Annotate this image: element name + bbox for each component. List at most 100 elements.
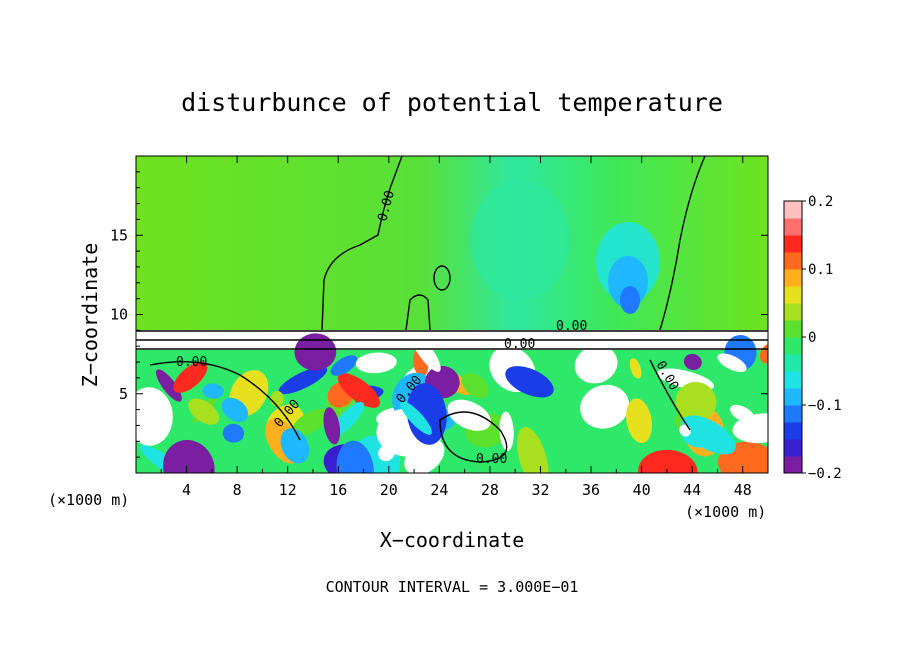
contour-label: 0.00: [556, 319, 587, 334]
colorbar-swatch: [784, 456, 802, 474]
field-patch: [717, 353, 747, 372]
x-tick-label: 40: [633, 481, 651, 499]
y-tick-label: 15: [110, 226, 128, 244]
x-tick-label: 12: [279, 481, 297, 499]
field-patch: [330, 355, 358, 376]
colorbar-swatch: [784, 439, 802, 457]
x-tick-label: 32: [531, 481, 549, 499]
field-patch: [638, 449, 698, 473]
field-patch: [400, 401, 432, 435]
field-patch: [574, 345, 618, 384]
colorbar-tick-label: −0.1: [808, 398, 842, 414]
negative-anomaly-blob: [470, 180, 660, 314]
field-patch: [626, 398, 653, 444]
contour-label: 0.00: [504, 337, 535, 352]
field-patch: [136, 387, 173, 446]
y-tick-label: 10: [110, 306, 128, 324]
field-patch: [461, 372, 489, 399]
colorbar-swatch: [784, 303, 802, 321]
colorbar-swatch: [784, 371, 802, 389]
field-patch: [410, 333, 441, 372]
field-patch: [332, 401, 365, 436]
contour-lower-c: [649, 359, 691, 431]
colorbar-swatch: [784, 388, 802, 406]
field-patch: [155, 369, 182, 402]
field-patch: [278, 366, 328, 395]
plot-area: [136, 156, 768, 473]
zero-contour-right: [659, 156, 706, 331]
colorbar-swatch: [784, 405, 802, 423]
colorbar-swatch: [784, 252, 802, 270]
field-patch: [292, 408, 330, 436]
x-unit-label-left: (×1000 m): [48, 491, 129, 509]
lower-turbulence-field: [136, 333, 768, 473]
colorbar-swatch: [784, 218, 802, 236]
closed-contour-24: [433, 265, 451, 291]
contours: [136, 156, 768, 463]
field-patch: [336, 440, 374, 473]
field-patch: [681, 415, 736, 455]
field-patch: [729, 404, 755, 423]
y-tick-label: 5: [119, 385, 128, 403]
field-patch: [499, 411, 514, 452]
x-tick-label: 8: [233, 481, 242, 499]
field-patch: [280, 428, 310, 464]
chart-title: disturbunce of potential temperature: [181, 88, 723, 117]
colorbar-swatch: [784, 337, 802, 355]
x-tick-label: 28: [481, 481, 499, 499]
y-axis: 5 10 15: [110, 171, 768, 458]
field-patch: [406, 383, 447, 445]
x-tick-label: 36: [582, 481, 600, 499]
zero-contour-upper: [321, 156, 403, 331]
x-tick-label: 20: [380, 481, 398, 499]
field-patch: [447, 399, 491, 431]
colorbar-swatch: [784, 235, 802, 253]
x-axis: 4 8 12 16 20 24 28 32 36 40 44 48: [160, 156, 752, 499]
colorbar-tick-label: 0: [808, 330, 816, 346]
field-patch: [378, 444, 395, 462]
field-patch: [173, 361, 208, 393]
y-axis-label: Z−coordinate: [78, 243, 102, 388]
field-patch: [294, 333, 337, 371]
colorbar-swatch: [784, 269, 802, 287]
contour-interval-note: CONTOUR INTERVAL = 3.000E−01: [326, 578, 579, 596]
colorbar-swatch: [784, 286, 802, 304]
contour-lower-a: [149, 361, 301, 441]
field-patch: [337, 373, 381, 408]
colorbar-tick-label: 0.1: [808, 262, 833, 278]
colorbar-tick-label: −0.2: [808, 466, 842, 482]
x-tick-label: 44: [683, 481, 701, 499]
contour-label: 0.00: [476, 452, 507, 467]
x-tick-label: 24: [430, 481, 448, 499]
x-tick-label: 16: [329, 481, 347, 499]
contour-label: 0.00: [176, 355, 207, 370]
colorbar: 0.2 0.1 0 −0.1 −0.2: [783, 194, 842, 482]
field-patch: [221, 397, 249, 423]
x-axis-label: X−coordinate: [380, 528, 525, 552]
field-patch: [323, 407, 341, 445]
field-patch: [580, 384, 630, 429]
field-patch: [717, 441, 768, 473]
colorbar-swatch: [784, 320, 802, 338]
contour-lower-b: [439, 411, 508, 463]
field-patch: [355, 352, 397, 374]
field-patch: [629, 358, 642, 379]
field-patch: [188, 398, 220, 425]
field-patch: [675, 381, 717, 422]
colorbar-swatch: [784, 354, 802, 372]
upper-field: [136, 156, 768, 332]
colorbar-swatch: [784, 201, 802, 219]
field-patch: [222, 423, 245, 443]
x-tick-label: 4: [182, 481, 191, 499]
field-patch: [517, 426, 549, 473]
colorbar-swatch: [784, 422, 802, 440]
field-patch: [683, 353, 702, 370]
x-unit-label-right: (×1000 m): [685, 503, 766, 521]
field-patch: [202, 383, 224, 399]
field-patch: [505, 366, 554, 398]
field-patch: [162, 439, 215, 473]
colorbar-tick-label: 0.2: [808, 194, 833, 210]
x-tick-label: 48: [734, 481, 752, 499]
contour-21: [405, 294, 431, 331]
